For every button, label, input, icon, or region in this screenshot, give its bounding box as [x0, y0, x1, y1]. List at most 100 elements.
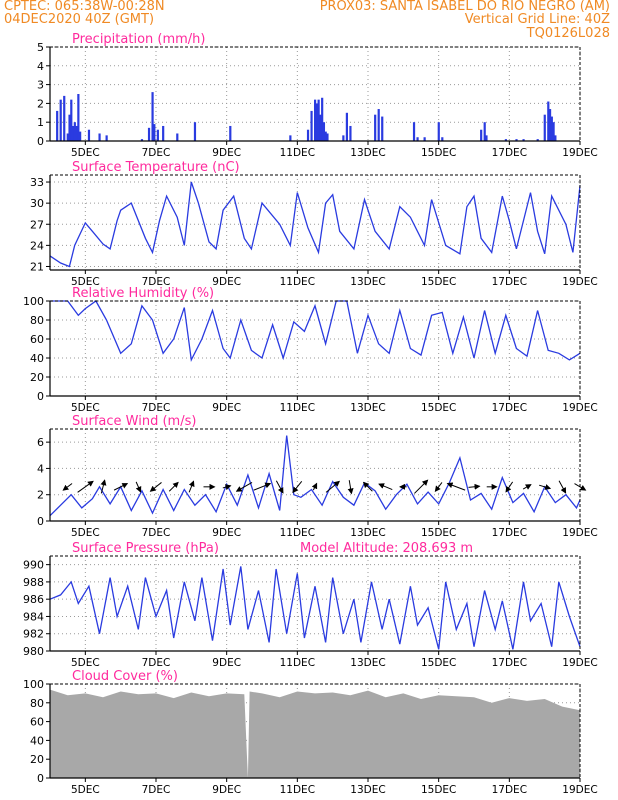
precipitation-bar — [485, 135, 488, 141]
precipitation-bar — [71, 125, 75, 141]
header-grid-line: Vertical Grid Line: 40Z — [464, 12, 610, 27]
header-location: PROX03: SANTA ISABEL DO RIO NEGRO (AM) — [319, 0, 610, 14]
header-station: CPTEC: 065:38W-00:28N — [4, 0, 165, 14]
precipitation-bar — [374, 114, 377, 141]
precipitation-bar — [515, 139, 518, 141]
humidity-xtick-label: 13DEC — [350, 402, 385, 414]
wind-arrow — [168, 481, 179, 492]
wind-arrow — [434, 482, 443, 493]
precipitation-bar — [552, 122, 555, 141]
pressure-ytick-label: 986 — [23, 593, 44, 606]
pressure-title: Surface Pressure (hPa) — [72, 541, 219, 556]
precipitation-bar — [56, 110, 59, 141]
humidity-xtick-label: 5DEC — [71, 402, 100, 414]
panel-precipitation: 0 1 2 3 4 5 5DEC 7DEC 9DEC 11DEC 13DEC 15DEC 17DEC 19… — [37, 32, 598, 159]
temperature-xtick-label: 5DEC — [71, 276, 100, 288]
humidity-xtick-label: 15DEC — [421, 402, 456, 414]
wind-arrow — [253, 482, 272, 491]
humidity-xtick-label: 17DEC — [492, 402, 527, 414]
precipitation-bar — [547, 101, 550, 141]
pressure-xtick-label: 5DEC — [71, 657, 100, 669]
humidity-xtick-label: 7DEC — [142, 402, 171, 414]
precipitation-bar — [151, 92, 154, 141]
humidity-ytick-label: 60 — [30, 333, 44, 346]
panel-temperature: 21 24 27 30 33 5DEC 7DEC 9DEC 11DEC 13DEC 15DEC 17D… — [30, 160, 598, 288]
wind-arrow — [522, 484, 532, 490]
precipitation-bar — [322, 122, 326, 141]
humidity-xtick-label: 19DEC — [562, 402, 597, 414]
wind-arrow — [574, 483, 587, 491]
precipitation-xtick-label: 5DEC — [71, 147, 100, 159]
precipitation-bar — [98, 133, 101, 141]
pressure-ytick-label: 984 — [23, 610, 44, 623]
cloud-cover-title: Cloud Cover (%) — [72, 669, 178, 684]
wind-arrow — [505, 481, 514, 493]
precipitation-bar — [140, 139, 144, 141]
wind-arrow — [446, 482, 466, 491]
precipitation-ytick-label: 4 — [37, 60, 44, 73]
precipitation-bar — [310, 110, 313, 141]
wind-xtick-label: 11DEC — [280, 527, 315, 539]
precipitation-bar — [176, 133, 179, 141]
precipitation-bar — [345, 112, 348, 141]
precipitation-bar — [87, 129, 91, 141]
header-date: 04DEC2020 40Z (GMT) — [4, 12, 155, 27]
wind-arrow — [311, 482, 318, 491]
temperature-ytick-label: 24 — [30, 239, 44, 252]
precipitation-bar — [319, 114, 322, 141]
precipitation-xtick-label: 11DEC — [280, 147, 315, 159]
temperature-ytick-label: 30 — [30, 197, 44, 210]
wind-arrow — [414, 479, 429, 494]
wind-ytick-label: 0 — [37, 515, 44, 528]
wind-arrow — [378, 483, 393, 491]
precipitation-bar — [105, 135, 108, 141]
precipitation-bar — [70, 99, 73, 141]
panel-humidity: 0 20 40 60 80 100 5DEC 7DEC 9DEC 11DEC 13DEC 15DEC 1… — [23, 286, 598, 414]
precipitation-bar — [66, 133, 69, 141]
cloud-cover-ytick-label: 80 — [30, 697, 44, 710]
wind-xtick-label: 13DEC — [350, 527, 385, 539]
precipitation-xtick-label: 9DEC — [212, 147, 241, 159]
precipitation-bar — [321, 97, 324, 141]
precipitation-bar — [162, 125, 165, 141]
precipitation-bar — [342, 135, 345, 141]
wind-xtick-label: 17DEC — [492, 527, 527, 539]
precipitation-bar — [480, 129, 483, 141]
wind-arrow — [100, 479, 107, 494]
pressure-subtitle: Model Altitude: 208.693 m — [300, 541, 473, 556]
wind-arrow — [222, 484, 232, 490]
wind-arrow — [558, 480, 567, 494]
precipitation-xtick-label: 17DEC — [492, 147, 527, 159]
panel-cloud-cover: 0 20 40 60 80 100 5DEC 7DEC 9DEC 11DEC 13DEC 15DEC 1… — [23, 669, 598, 796]
precipitation-ytick-label: 1 — [37, 116, 44, 129]
pressure-ytick-label: 988 — [23, 576, 44, 589]
precipitation-bar — [315, 103, 318, 141]
pressure-xtick-label: 11DEC — [280, 657, 315, 669]
temperature-ytick-label: 21 — [30, 260, 44, 273]
cloud-cover-ytick-label: 20 — [30, 753, 44, 766]
precipitation-xtick-label: 13DEC — [350, 147, 385, 159]
precipitation-bar — [536, 139, 539, 141]
precipitation-bar — [156, 129, 159, 141]
precipitation-bar — [377, 109, 380, 141]
pressure-ytick-label: 982 — [23, 628, 44, 641]
cloud-cover-xtick-label: 9DEC — [212, 784, 241, 796]
cloud-cover-xtick-label: 13DEC — [350, 784, 385, 796]
cloud-cover-xtick-label: 7DEC — [142, 784, 171, 796]
wind-arrow — [235, 481, 253, 492]
pressure-xtick-label: 15DEC — [421, 657, 456, 669]
pressure-xtick-label: 9DEC — [212, 657, 241, 669]
cloud-cover-ytick-label: 0 — [37, 772, 44, 785]
cloud-cover-xtick-label: 11DEC — [280, 784, 315, 796]
humidity-ytick-label: 0 — [37, 390, 44, 403]
temperature-title: Surface Temperature (nC) — [72, 160, 240, 175]
cloud-cover-ytick-label: 100 — [23, 678, 44, 691]
humidity-xtick-label: 11DEC — [280, 402, 315, 414]
precipitation-bar — [483, 122, 486, 141]
precipitation-bar — [77, 94, 80, 141]
precipitation-bar — [441, 137, 444, 141]
humidity-ytick-label: 20 — [30, 371, 44, 384]
cloud-cover-area — [50, 689, 580, 778]
temperature-line — [49, 181, 581, 268]
temperature-xtick-label: 9DEC — [212, 276, 241, 288]
